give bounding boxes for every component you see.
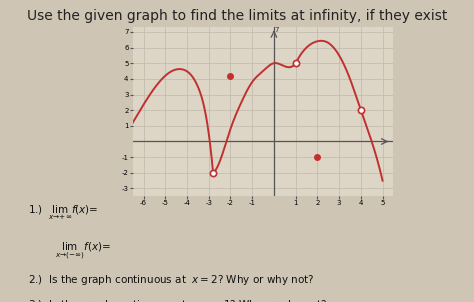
Text: 3.)  Is the graph continuous at  $x = -1$? Why or why not?: 3.) Is the graph continuous at $x = -1$?… <box>27 298 327 302</box>
Text: 7: 7 <box>274 27 279 33</box>
Text: 1.)  $\lim_{x \to +\infty} f(x) =$: 1.) $\lim_{x \to +\infty} f(x) =$ <box>27 204 98 222</box>
Text: 2.)  Is the graph continuous at  $x = 2$? Why or why not?: 2.) Is the graph continuous at $x = 2$? … <box>27 273 314 287</box>
Text: Use the given graph to find the limits at infinity, if they exist: Use the given graph to find the limits a… <box>27 9 447 23</box>
Text: $\lim_{x \to (-\infty)} f(x) =$: $\lim_{x \to (-\infty)} f(x) =$ <box>55 240 111 262</box>
